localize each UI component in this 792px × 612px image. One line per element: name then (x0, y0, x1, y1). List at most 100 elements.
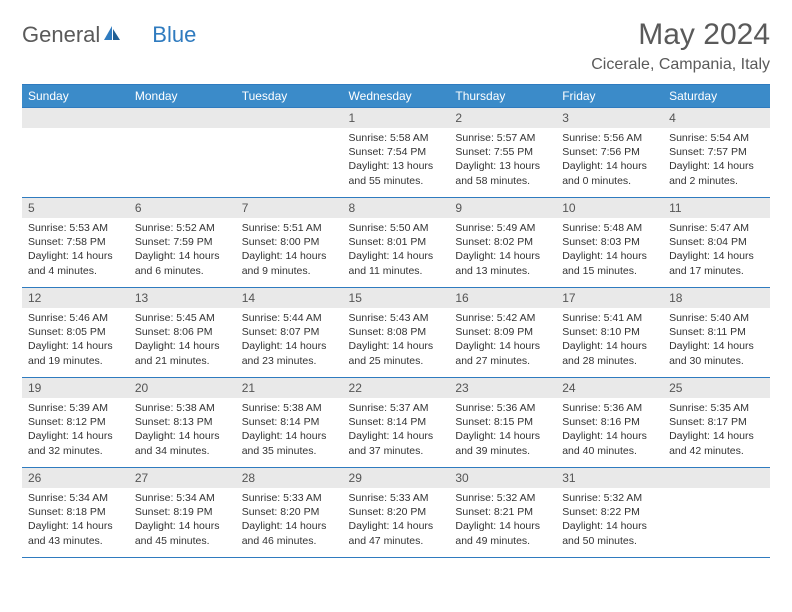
sunset-text: Sunset: 7:57 PM (669, 145, 764, 159)
calendar-cell (663, 468, 770, 558)
day-number: 4 (663, 108, 770, 128)
sunset-text: Sunset: 8:07 PM (242, 325, 337, 339)
daylight-text: Daylight: 14 hours and 6 minutes. (135, 249, 230, 277)
daylight-text: Daylight: 14 hours and 23 minutes. (242, 339, 337, 367)
sunrise-text: Sunrise: 5:36 AM (455, 401, 550, 415)
day-number: 10 (556, 198, 663, 218)
weekday-header: Saturday (663, 85, 770, 108)
sunrise-text: Sunrise: 5:35 AM (669, 401, 764, 415)
day-content: Sunrise: 5:33 AMSunset: 8:20 PMDaylight:… (236, 488, 343, 552)
daylight-text: Daylight: 14 hours and 34 minutes. (135, 429, 230, 457)
page-title: May 2024 (591, 18, 770, 52)
weekday-header: Tuesday (236, 85, 343, 108)
day-number: 21 (236, 378, 343, 398)
day-number: 17 (556, 288, 663, 308)
day-content: Sunrise: 5:49 AMSunset: 8:02 PMDaylight:… (449, 218, 556, 282)
sunrise-text: Sunrise: 5:52 AM (135, 221, 230, 235)
calendar-cell: 8Sunrise: 5:50 AMSunset: 8:01 PMDaylight… (343, 198, 450, 288)
day-number: 24 (556, 378, 663, 398)
calendar-cell: 24Sunrise: 5:36 AMSunset: 8:16 PMDayligh… (556, 378, 663, 468)
sunset-text: Sunset: 7:55 PM (455, 145, 550, 159)
sunrise-text: Sunrise: 5:40 AM (669, 311, 764, 325)
calendar-cell: 25Sunrise: 5:35 AMSunset: 8:17 PMDayligh… (663, 378, 770, 468)
day-content: Sunrise: 5:43 AMSunset: 8:08 PMDaylight:… (343, 308, 450, 372)
calendar-cell: 19Sunrise: 5:39 AMSunset: 8:12 PMDayligh… (22, 378, 129, 468)
day-number: 13 (129, 288, 236, 308)
calendar-cell: 2 Sunrise: 5:57 AMSunset: 7:55 PMDaylight… (449, 108, 556, 198)
day-number: 2 (449, 108, 556, 128)
calendar-cell: 22Sunrise: 5:37 AMSunset: 8:14 PMDayligh… (343, 378, 450, 468)
day-content: Sunrise: 5:37 AMSunset: 8:14 PMDaylight:… (343, 398, 450, 462)
calendar-cell (129, 108, 236, 198)
calendar-row: 19Sunrise: 5:39 AMSunset: 8:12 PMDayligh… (22, 378, 770, 468)
sunrise-text: Sunrise: 5:34 AM (135, 491, 230, 505)
calendar-cell: 10Sunrise: 5:48 AMSunset: 8:03 PMDayligh… (556, 198, 663, 288)
daylight-text: Daylight: 13 hours and 58 minutes. (455, 159, 550, 187)
day-content: Sunrise: 5:42 AMSunset: 8:09 PMDaylight:… (449, 308, 556, 372)
sunset-text: Sunset: 8:13 PM (135, 415, 230, 429)
daylight-text: Daylight: 14 hours and 42 minutes. (669, 429, 764, 457)
day-content: Sunrise: 5:56 AMSunset: 7:56 PMDaylight:… (556, 128, 663, 192)
daylight-text: Daylight: 14 hours and 46 minutes. (242, 519, 337, 547)
calendar-cell: 1Sunrise: 5:58 AMSunset: 7:54 PMDaylight… (343, 108, 450, 198)
sunrise-text: Sunrise: 5:50 AM (349, 221, 444, 235)
calendar-cell: 14Sunrise: 5:44 AMSunset: 8:07 PMDayligh… (236, 288, 343, 378)
sunrise-text: Sunrise: 5:45 AM (135, 311, 230, 325)
calendar-cell: 20Sunrise: 5:38 AMSunset: 8:13 PMDayligh… (129, 378, 236, 468)
daylight-text: Daylight: 14 hours and 11 minutes. (349, 249, 444, 277)
day-number: 5 (22, 198, 129, 218)
calendar-cell: 15Sunrise: 5:43 AMSunset: 8:08 PMDayligh… (343, 288, 450, 378)
day-number-empty (236, 108, 343, 128)
daylight-text: Daylight: 14 hours and 32 minutes. (28, 429, 123, 457)
daylight-text: Daylight: 14 hours and 25 minutes. (349, 339, 444, 367)
calendar-cell: 27Sunrise: 5:34 AMSunset: 8:19 PMDayligh… (129, 468, 236, 558)
calendar-cell: 4Sunrise: 5:54 AMSunset: 7:57 PMDaylight… (663, 108, 770, 198)
calendar-cell: 29Sunrise: 5:33 AMSunset: 8:20 PMDayligh… (343, 468, 450, 558)
daylight-text: Daylight: 14 hours and 49 minutes. (455, 519, 550, 547)
sunset-text: Sunset: 8:12 PM (28, 415, 123, 429)
sunset-text: Sunset: 8:00 PM (242, 235, 337, 249)
calendar-cell: 30Sunrise: 5:32 AMSunset: 8:21 PMDayligh… (449, 468, 556, 558)
sunset-text: Sunset: 8:18 PM (28, 505, 123, 519)
day-content: Sunrise: 5:32 AMSunset: 8:22 PMDaylight:… (556, 488, 663, 552)
sunset-text: Sunset: 8:02 PM (455, 235, 550, 249)
day-number: 3 (556, 108, 663, 128)
day-content: Sunrise: 5:35 AMSunset: 8:17 PMDaylight:… (663, 398, 770, 462)
day-content: Sunrise: 5:50 AMSunset: 8:01 PMDaylight:… (343, 218, 450, 282)
sunrise-text: Sunrise: 5:38 AM (242, 401, 337, 415)
sunrise-text: Sunrise: 5:39 AM (28, 401, 123, 415)
day-number: 1 (343, 108, 450, 128)
daylight-text: Daylight: 14 hours and 37 minutes. (349, 429, 444, 457)
calendar-cell: 11Sunrise: 5:47 AMSunset: 8:04 PMDayligh… (663, 198, 770, 288)
weekday-header: Monday (129, 85, 236, 108)
sunrise-text: Sunrise: 5:49 AM (455, 221, 550, 235)
calendar-cell: 6Sunrise: 5:52 AMSunset: 7:59 PMDaylight… (129, 198, 236, 288)
sunset-text: Sunset: 8:09 PM (455, 325, 550, 339)
sunrise-text: Sunrise: 5:38 AM (135, 401, 230, 415)
sunrise-text: Sunrise: 5:57 AM (455, 131, 550, 145)
day-number: 16 (449, 288, 556, 308)
daylight-text: Daylight: 14 hours and 17 minutes. (669, 249, 764, 277)
sunrise-text: Sunrise: 5:44 AM (242, 311, 337, 325)
day-number: 18 (663, 288, 770, 308)
daylight-text: Daylight: 14 hours and 13 minutes. (455, 249, 550, 277)
sunrise-text: Sunrise: 5:48 AM (562, 221, 657, 235)
sunrise-text: Sunrise: 5:32 AM (562, 491, 657, 505)
sunset-text: Sunset: 8:14 PM (242, 415, 337, 429)
daylight-text: Daylight: 14 hours and 27 minutes. (455, 339, 550, 367)
day-content: Sunrise: 5:39 AMSunset: 8:12 PMDaylight:… (22, 398, 129, 462)
calendar-header-row: Sunday Monday Tuesday Wednesday Thursday… (22, 85, 770, 108)
daylight-text: Daylight: 14 hours and 15 minutes. (562, 249, 657, 277)
day-content: Sunrise: 5:47 AMSunset: 8:04 PMDaylight:… (663, 218, 770, 282)
sunset-text: Sunset: 8:06 PM (135, 325, 230, 339)
logo-text-2: Blue (152, 22, 196, 48)
sunrise-text: Sunrise: 5:46 AM (28, 311, 123, 325)
calendar-cell (236, 108, 343, 198)
daylight-text: Daylight: 14 hours and 35 minutes. (242, 429, 337, 457)
sunrise-text: Sunrise: 5:58 AM (349, 131, 444, 145)
calendar-cell: 16Sunrise: 5:42 AMSunset: 8:09 PMDayligh… (449, 288, 556, 378)
sunset-text: Sunset: 8:05 PM (28, 325, 123, 339)
sunrise-text: Sunrise: 5:43 AM (349, 311, 444, 325)
sunset-text: Sunset: 8:08 PM (349, 325, 444, 339)
sunset-text: Sunset: 8:21 PM (455, 505, 550, 519)
